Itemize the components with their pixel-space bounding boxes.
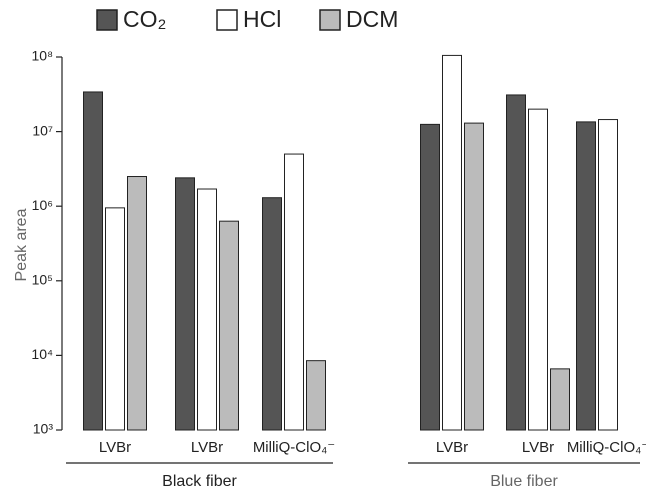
- legend-swatch: [319, 9, 341, 31]
- y-axis-label: Peak area: [13, 208, 30, 281]
- x-tick-label: MilliQ-ClO₄⁻: [567, 439, 646, 456]
- x-tick-label: LVBr: [436, 439, 468, 456]
- bar: [262, 197, 282, 431]
- bar: [442, 54, 462, 431]
- group-label: Blue fiber: [490, 473, 558, 490]
- bar: [550, 368, 570, 431]
- bar: [219, 220, 239, 431]
- legend-label: CO₂: [123, 6, 166, 32]
- x-tick-label: LVBr: [191, 439, 223, 456]
- bar: [83, 91, 103, 431]
- x-tick-label: LVBr: [522, 439, 554, 456]
- group-label: Black fiber: [162, 473, 237, 490]
- bar: [576, 121, 596, 431]
- bar: [105, 207, 125, 431]
- y-tick-label: 10⁶: [32, 197, 53, 213]
- bar: [420, 123, 440, 431]
- legend-swatch: [96, 9, 118, 31]
- bar: [284, 153, 304, 431]
- x-tick-label: LVBr: [99, 439, 131, 456]
- y-tick-label: 10⁷: [32, 122, 53, 138]
- legend-swatch: [216, 9, 238, 31]
- y-tick-label: 10⁴: [31, 346, 53, 362]
- bar: [506, 94, 526, 431]
- bar: [197, 188, 217, 431]
- x-tick-label: MilliQ-ClO₄⁻: [253, 439, 335, 456]
- bar: [528, 108, 548, 431]
- bar: [598, 119, 618, 431]
- legend-label: HCl: [243, 6, 281, 32]
- bar: [464, 122, 484, 431]
- y-tick-label: 10³: [33, 421, 54, 437]
- y-tick-label: 10⁸: [32, 48, 54, 64]
- bar: [306, 360, 326, 431]
- bar: [127, 176, 147, 431]
- legend-label: DCM: [346, 6, 398, 32]
- y-tick-label: 10⁵: [32, 272, 53, 288]
- bar: [175, 177, 195, 431]
